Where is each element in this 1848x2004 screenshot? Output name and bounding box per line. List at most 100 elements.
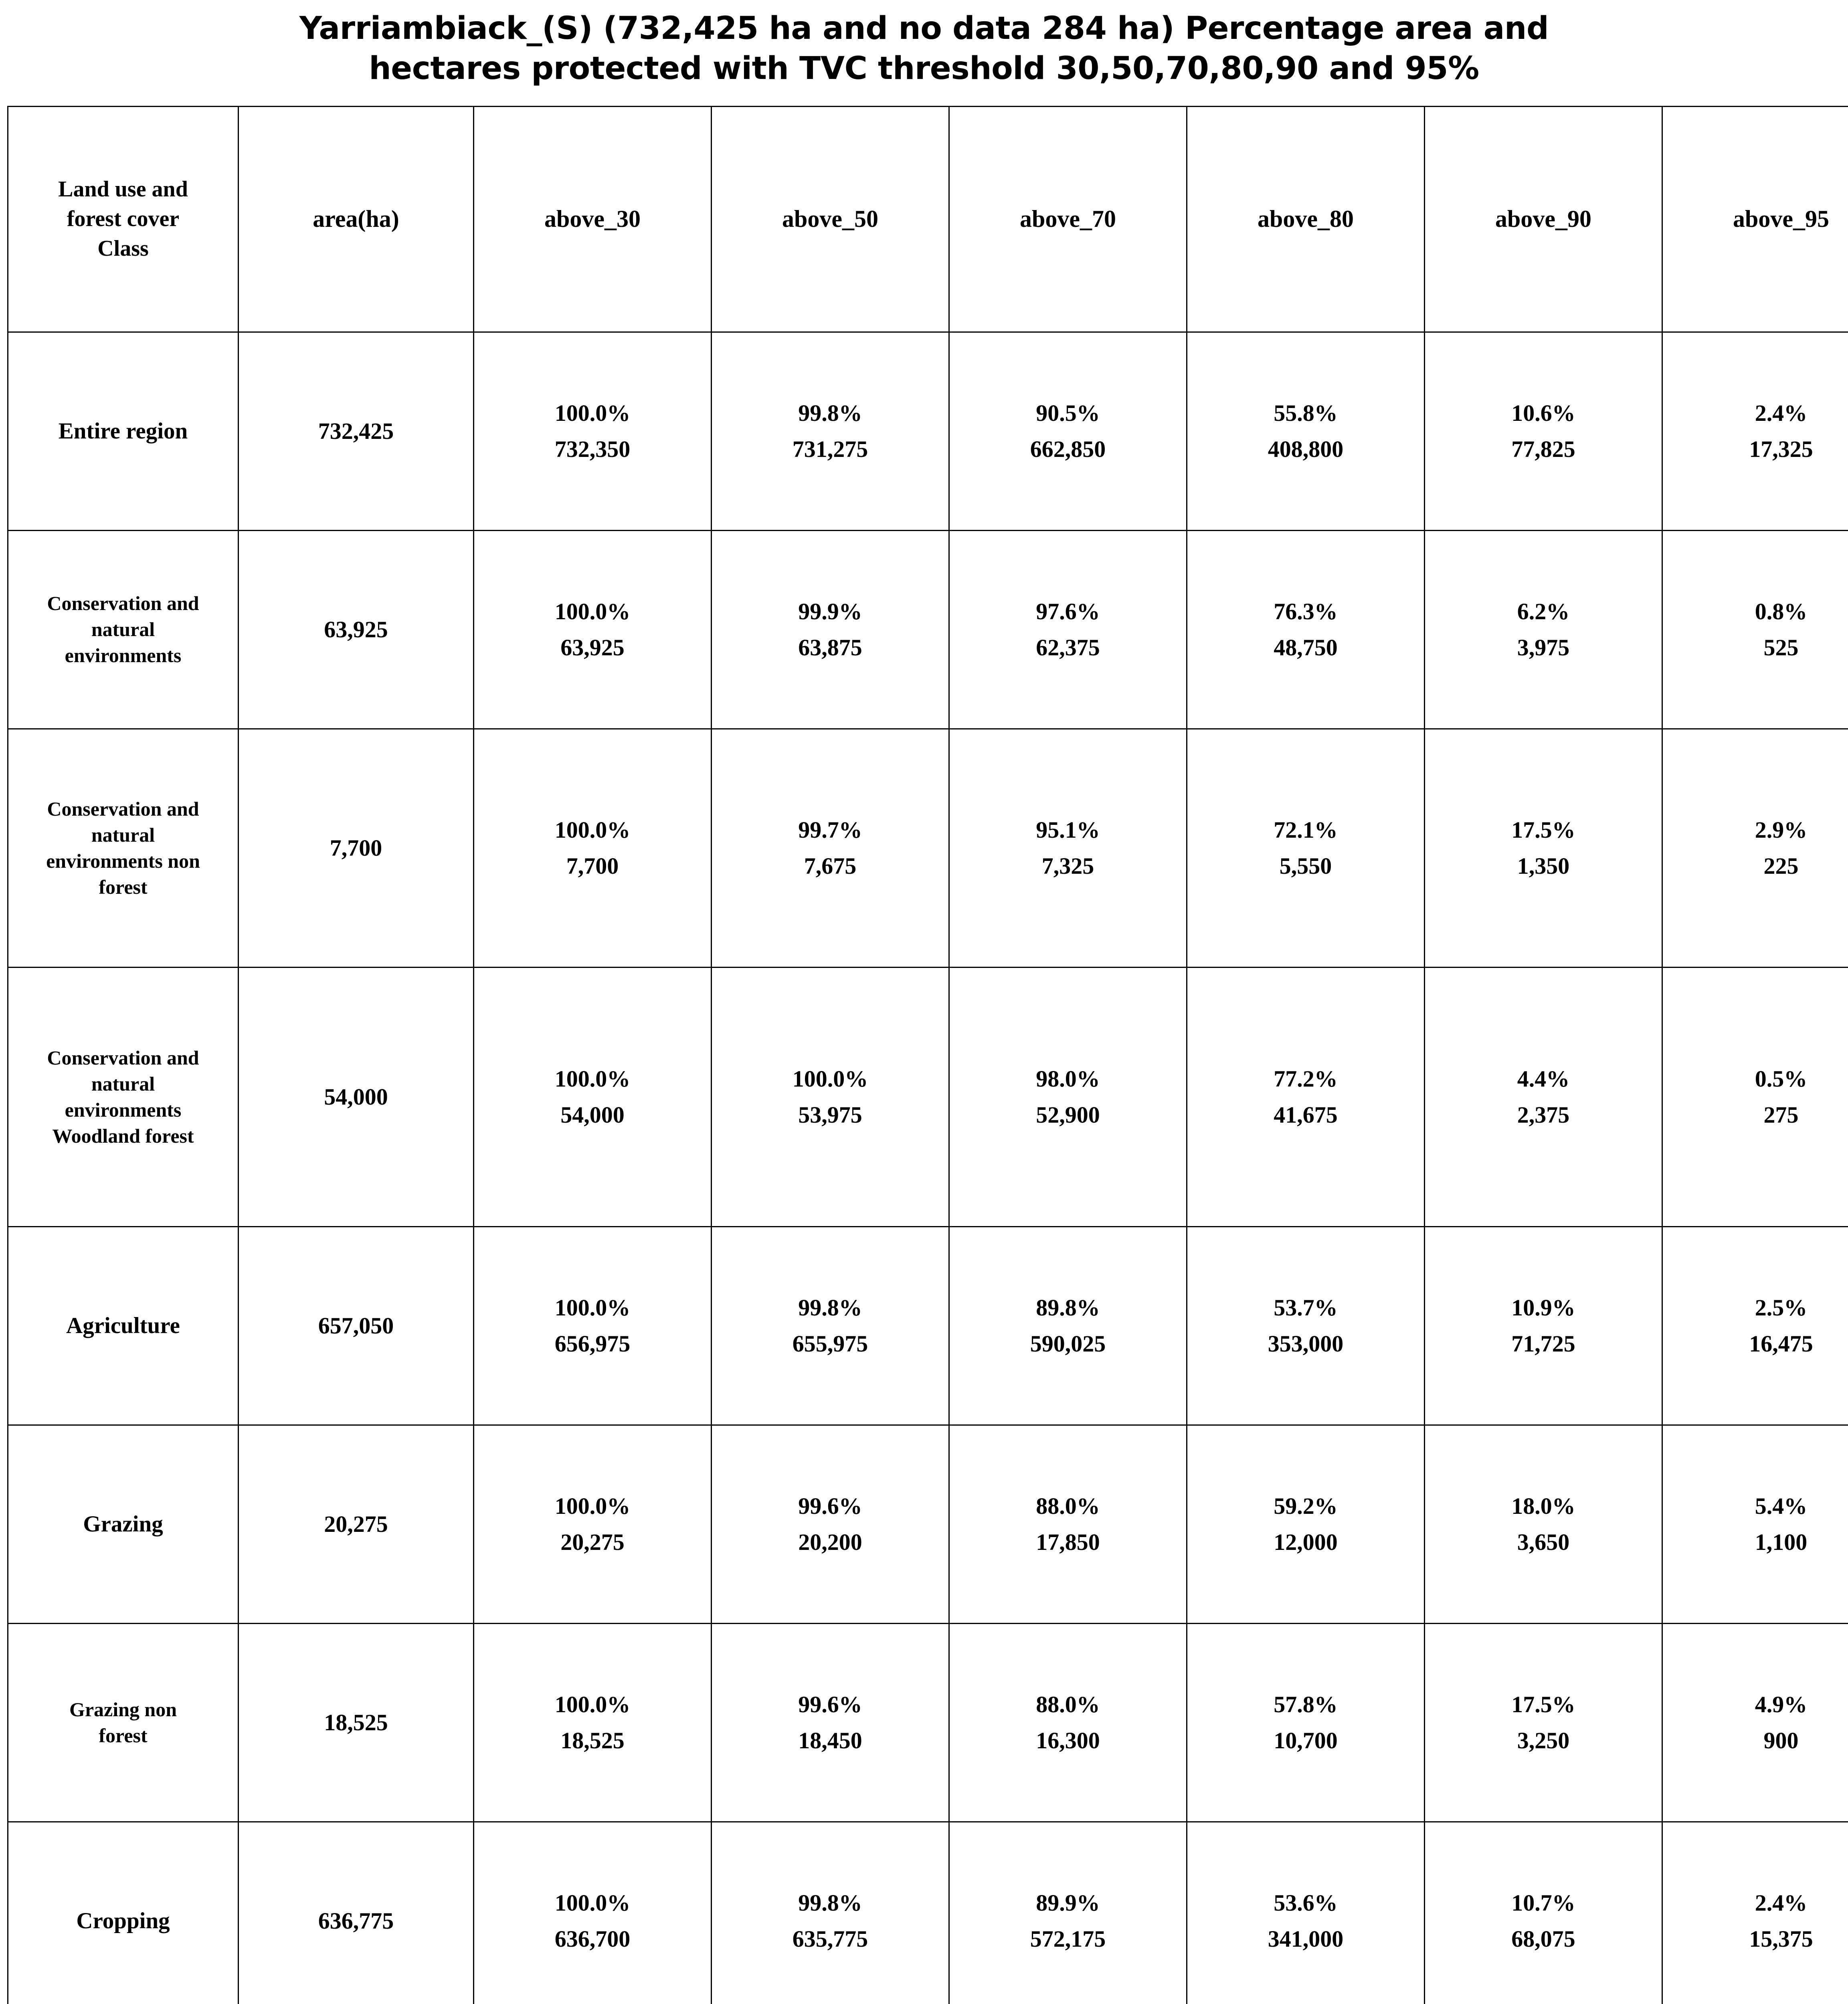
table-header-row: Land use and forest cover Class area(ha)… [7, 105, 1848, 333]
cell-percent: 98.0% [1036, 1066, 1100, 1092]
cell-above-30: 100.0% 7,700 [473, 728, 712, 968]
cell-hectares: 3,250 [1517, 1727, 1570, 1754]
cell-hectares: 68,075 [1511, 1925, 1575, 1952]
cell-above-95: 2.4% 15,375 [1662, 1821, 1848, 2004]
column-header-above-80: above_80 [1186, 105, 1425, 333]
cell-hectares: 63,925 [560, 634, 625, 661]
column-header-above-70: above_70 [948, 105, 1187, 333]
cell-percent: 99.8% [798, 1295, 862, 1321]
cell-hectares: 52,900 [1036, 1101, 1100, 1128]
row-label: Cropping [7, 1821, 239, 2004]
row-label-line: Grazing non [69, 1698, 177, 1721]
cell-hectares: 16,300 [1036, 1727, 1100, 1754]
column-header-area: area(ha) [238, 105, 474, 333]
table-row: Cropping 636,775 100.0% 636,700 99.8% 635,… [7, 1821, 1848, 2004]
cell-percent: 89.9% [1036, 1890, 1100, 1916]
cell-percent: 99.6% [798, 1691, 862, 1718]
cell-hectares: 62,375 [1036, 634, 1100, 661]
cell-hectares: 1,350 [1517, 853, 1570, 879]
cell-above-80: 76.3% 48,750 [1186, 529, 1425, 729]
cell-percent: 2.9% [1755, 817, 1808, 843]
cell-above-50: 99.8% 655,975 [711, 1226, 950, 1426]
cell-above-80: 77.2% 41,675 [1186, 966, 1425, 1227]
cell-above-95: 2.5% 16,475 [1662, 1226, 1848, 1426]
cell-hectares: 662,850 [1030, 436, 1106, 462]
cell-percent: 10.7% [1511, 1890, 1575, 1916]
report-table-container: Land use and forest cover Class area(ha)… [7, 105, 1848, 2004]
cell-hectares: 71,725 [1511, 1330, 1575, 1357]
cell-percent: 4.4% [1517, 1066, 1570, 1092]
cell-hectares: 18,450 [798, 1727, 862, 1754]
row-area: 657,050 [238, 1226, 474, 1426]
cell-above-70: 88.0% 17,850 [948, 1424, 1187, 1624]
row-label-line: Grazing [83, 1511, 163, 1537]
row-label-line: natural [91, 1072, 155, 1095]
cell-hectares: 77,825 [1511, 436, 1575, 462]
cell-above-70: 88.0% 16,300 [948, 1622, 1187, 1822]
table-row: Conservation and natural environments no… [7, 728, 1848, 968]
cell-percent: 55.8% [1274, 400, 1338, 426]
row-area: 63,925 [238, 529, 474, 729]
cell-hectares: 636,700 [554, 1925, 631, 1952]
cell-hectares: 3,650 [1517, 1529, 1570, 1555]
cell-hectares: 41,675 [1274, 1101, 1338, 1128]
cell-hectares: 53,975 [798, 1101, 862, 1128]
cell-above-30: 100.0% 54,000 [473, 966, 712, 1227]
cell-percent: 88.0% [1036, 1691, 1100, 1718]
cell-percent: 53.7% [1274, 1295, 1338, 1321]
cell-percent: 100.0% [554, 400, 631, 426]
cell-above-95: 2.9% 225 [1662, 728, 1848, 968]
cell-percent: 100.0% [554, 598, 631, 625]
row-label: Grazing [7, 1424, 239, 1624]
cell-hectares: 525 [1763, 634, 1799, 661]
column-header-above-30: above_30 [473, 105, 712, 333]
cell-hectares: 635,775 [792, 1925, 868, 1952]
cell-percent: 10.9% [1511, 1295, 1575, 1321]
cell-percent: 6.2% [1517, 598, 1570, 625]
row-label: Agriculture [7, 1226, 239, 1426]
cell-hectares: 17,850 [1036, 1529, 1100, 1555]
row-label-line: environments [65, 644, 182, 667]
table-row: Grazing 20,275 100.0% 20,275 99.6% 20,200 … [7, 1424, 1848, 1624]
cell-hectares: 341,000 [1268, 1925, 1344, 1952]
cell-above-50: 100.0% 53,975 [711, 966, 950, 1227]
header-class-line-2: forest cover [67, 206, 180, 231]
cell-percent: 2.5% [1755, 1295, 1808, 1321]
cell-above-90: 17.5% 1,350 [1424, 728, 1663, 968]
cell-above-30: 100.0% 18,525 [473, 1622, 712, 1822]
column-header-above-90: above_90 [1424, 105, 1663, 333]
column-header-above-95: above_95 [1662, 105, 1848, 333]
cell-above-50: 99.6% 20,200 [711, 1424, 950, 1624]
header-class-line-3: Class [97, 236, 149, 261]
cell-above-50: 99.6% 18,450 [711, 1622, 950, 1822]
row-label-line: Agriculture [66, 1313, 180, 1338]
row-label-line: natural [91, 823, 155, 846]
cell-percent: 0.8% [1755, 598, 1808, 625]
cell-hectares: 655,975 [792, 1330, 868, 1357]
cell-above-90: 6.2% 3,975 [1424, 529, 1663, 729]
table-body: Entire region 732,425 100.0% 732,350 99.8… [7, 331, 1848, 2004]
cell-hectares: 63,875 [798, 634, 862, 661]
cell-percent: 90.5% [1036, 400, 1100, 426]
cell-hectares: 590,025 [1030, 1330, 1106, 1357]
cell-percent: 2.4% [1755, 1890, 1808, 1916]
cell-above-90: 4.4% 2,375 [1424, 966, 1663, 1227]
cell-above-80: 57.8% 10,700 [1186, 1622, 1425, 1822]
cell-hectares: 20,200 [798, 1529, 862, 1555]
row-label: Conservation and natural environments [7, 529, 239, 729]
cell-percent: 76.3% [1274, 598, 1338, 625]
cell-above-70: 89.8% 590,025 [948, 1226, 1187, 1426]
cell-above-90: 18.0% 3,650 [1424, 1424, 1663, 1624]
cell-above-80: 72.1% 5,550 [1186, 728, 1425, 968]
row-area: 20,275 [238, 1424, 474, 1624]
cell-percent: 5.4% [1755, 1493, 1808, 1519]
cell-above-30: 100.0% 63,925 [473, 529, 712, 729]
row-area: 54,000 [238, 966, 474, 1227]
cell-percent: 10.6% [1511, 400, 1575, 426]
cell-percent: 57.8% [1274, 1691, 1338, 1718]
cell-above-80: 53.7% 353,000 [1186, 1226, 1425, 1426]
cell-percent: 99.8% [798, 1890, 862, 1916]
row-label-line: environments [65, 1098, 182, 1121]
cell-percent: 100.0% [792, 1066, 868, 1092]
row-label-line: Conservation and [47, 797, 199, 820]
